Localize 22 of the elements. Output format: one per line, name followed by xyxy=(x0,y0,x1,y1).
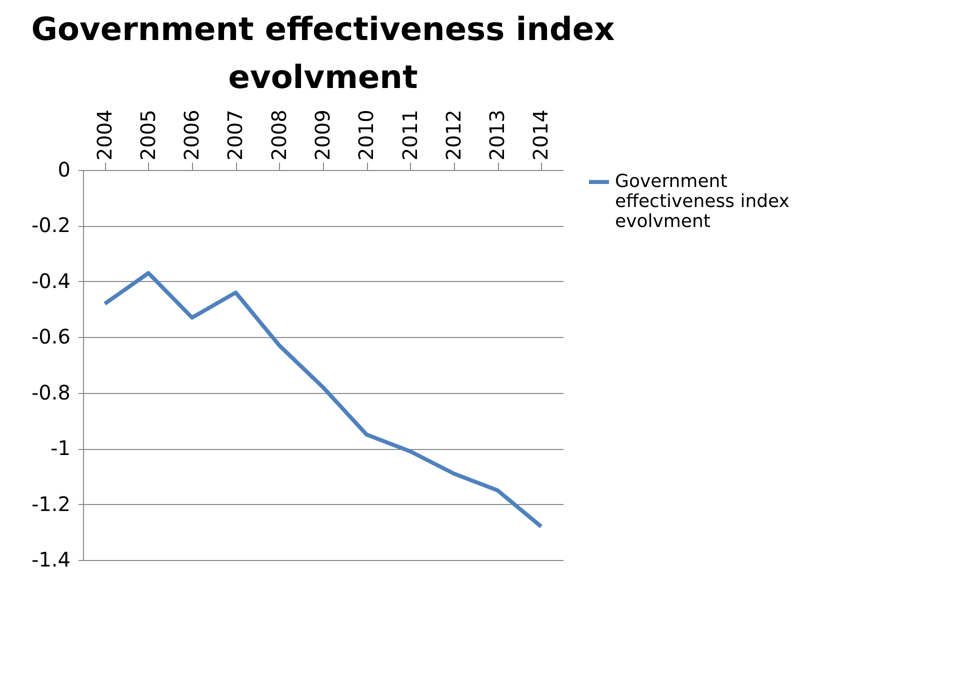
x-tick-label: 2014 xyxy=(528,110,553,160)
y-tick-label: -0.6 xyxy=(31,324,70,349)
x-tick-label: 2012 xyxy=(441,110,466,160)
y-tick-label: -1.2 xyxy=(31,492,70,516)
y-tick-label: -1 xyxy=(50,436,70,460)
x-tick-label: 2010 xyxy=(354,110,378,160)
chart-title: Government effectiveness index evolvment xyxy=(31,10,616,96)
y-tick-label: -1.4 xyxy=(31,548,70,572)
y-tick-label: 0 xyxy=(58,158,70,182)
x-tick-label: 2011 xyxy=(398,110,422,160)
x-tick-label: 2013 xyxy=(485,110,510,160)
legend-label: Government effectiveness index evolvment xyxy=(615,171,790,232)
x-tick-label: 2007 xyxy=(223,110,248,160)
y-tick-label: -0.2 xyxy=(31,213,70,238)
x-tick-label: 2004 xyxy=(92,110,116,160)
y-tick-label: -0.8 xyxy=(31,380,70,404)
y-tick-label: -0.4 xyxy=(31,268,70,293)
x-tick-label: 2009 xyxy=(310,110,334,160)
line-series xyxy=(102,271,544,529)
x-tick-label: 2005 xyxy=(136,110,160,160)
x-tick-label: 2006 xyxy=(180,110,204,160)
x-tick-label: 2008 xyxy=(266,110,291,160)
